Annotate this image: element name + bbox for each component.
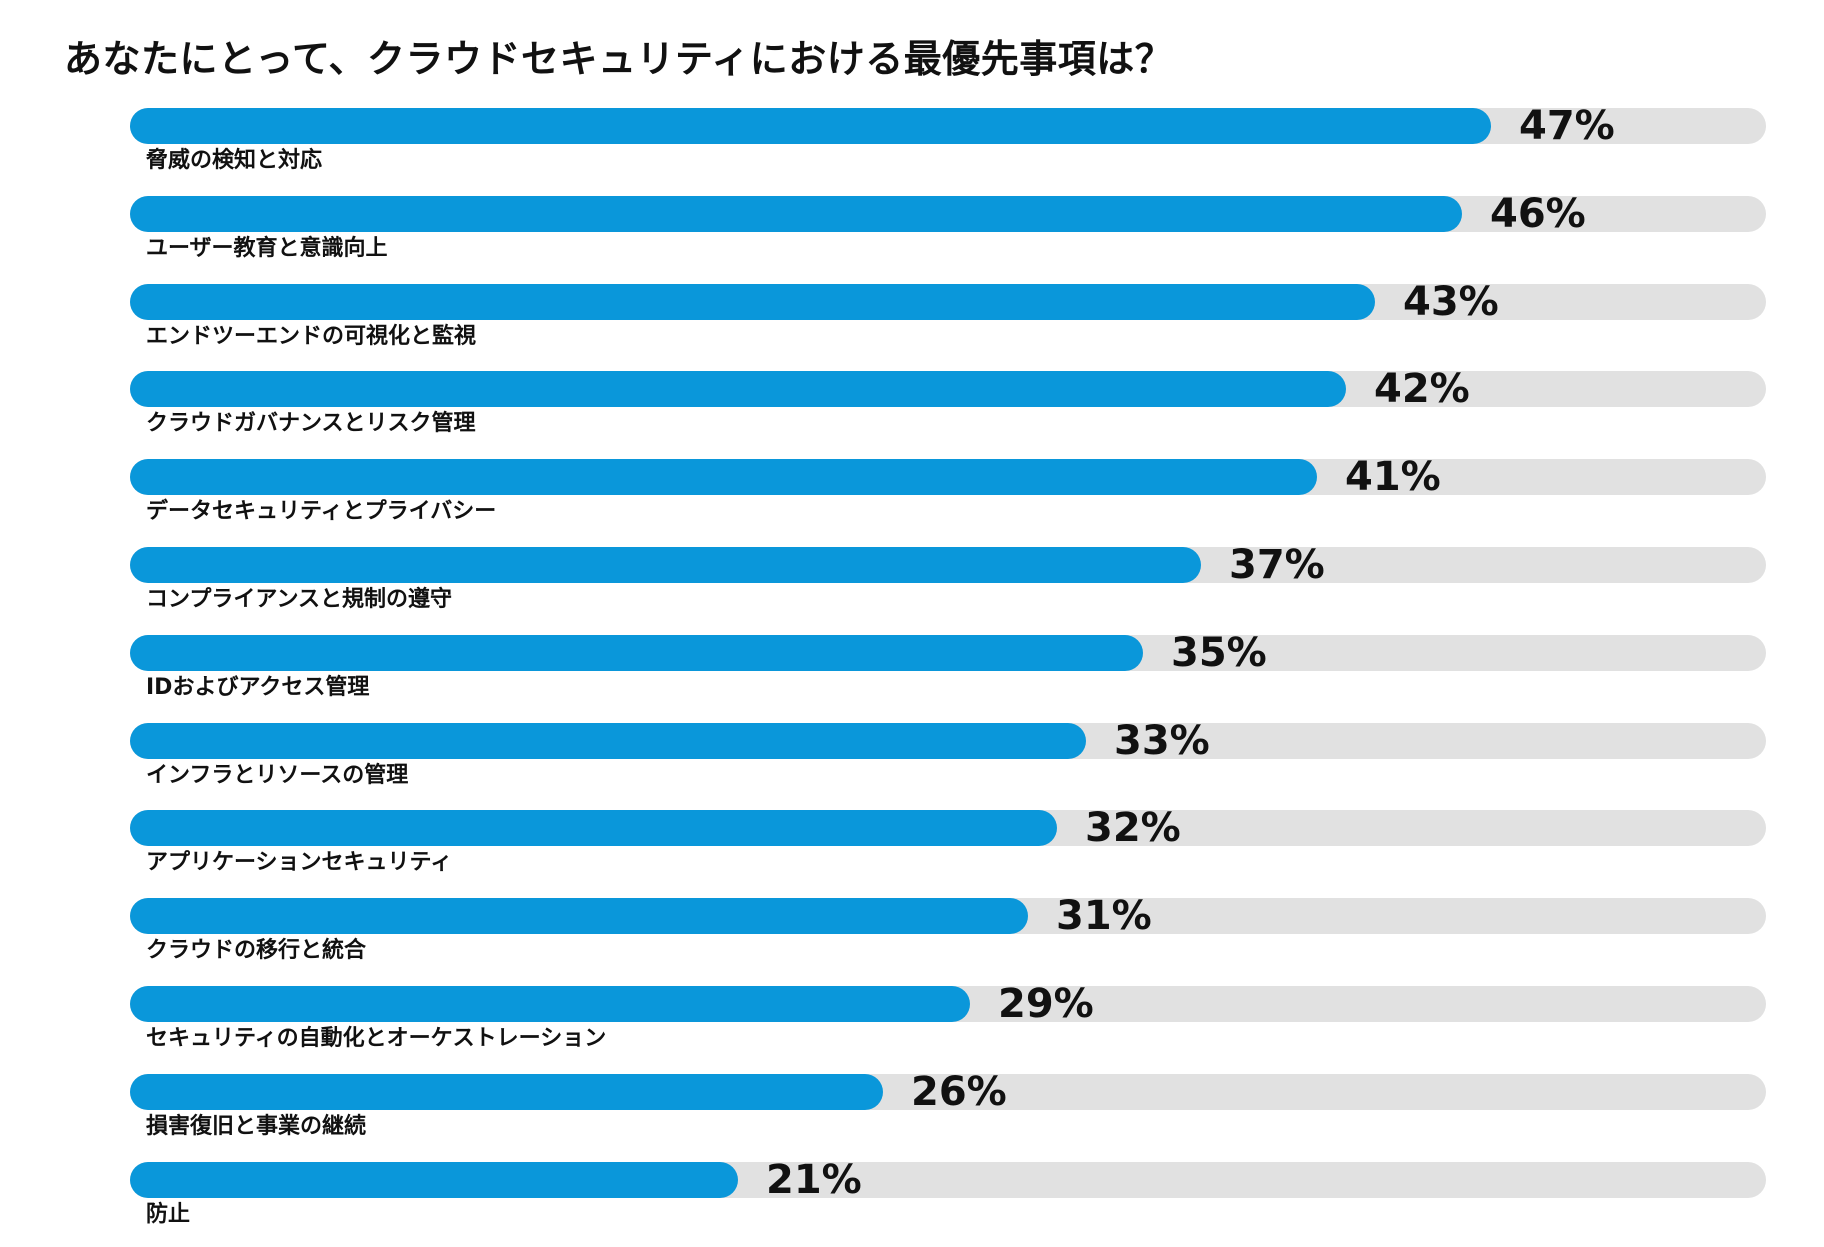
bar [130,284,1375,320]
bar-row: 33% インフラとリソースの管理 [0,719,1824,803]
bar-value-label: 35% [1171,630,1267,676]
bar-row: 42% クラウドガバナンスとリスク管理 [0,367,1824,451]
bar-row: 35% IDおよびアクセス管理 [0,631,1824,715]
bar [130,371,1346,407]
bar [130,196,1462,232]
category-label: ユーザー教育と意識向上 [146,236,388,261]
bar-row: 46% ユーザー教育と意識向上 [0,192,1824,276]
bar-row: 32% アプリケーションセキュリティ [0,806,1824,890]
bar [130,810,1057,846]
chart-title: あなたにとって、クラウドセキュリティにおける最優先事項は？ [64,37,1174,81]
bar-row: 21% 防止 [0,1158,1824,1242]
bar-row: 26% 損害復旧と事業の継続 [0,1070,1824,1154]
category-label: IDおよびアクセス管理 [146,675,370,700]
bar-value-label: 29% [998,981,1094,1027]
bar-row: 37% コンプライアンスと規制の遵守 [0,543,1824,627]
bar [130,1162,738,1198]
bar-value-label: 26% [911,1069,1007,1115]
category-label: コンプライアンスと規制の遵守 [146,587,453,612]
bar [130,986,970,1022]
category-label: 脅威の検知と対応 [146,148,323,173]
category-label: データセキュリティとプライバシー [146,499,497,524]
bar-value-label: 42% [1374,366,1470,412]
category-label: クラウドの移行と統合 [146,938,367,963]
category-label: アプリケーションセキュリティ [146,850,453,875]
bar-row: 47% 脅威の検知と対応 [0,104,1824,188]
bar [130,547,1201,583]
bar-value-label: 33% [1114,718,1210,764]
bar [130,898,1028,934]
bar-value-label: 32% [1085,805,1181,851]
category-label: 損害復旧と事業の継続 [146,1114,367,1139]
category-label: セキュリティの自動化とオーケストレーション [146,1026,607,1051]
category-label: インフラとリソースの管理 [146,763,409,788]
category-label: エンドツーエンドの可視化と監視 [146,324,477,349]
bar-value-label: 47% [1519,103,1615,149]
bar [130,635,1143,671]
category-label: 防止 [146,1202,191,1227]
bar-value-label: 46% [1490,191,1586,237]
bar [130,1074,883,1110]
bar [130,108,1491,144]
category-label: クラウドガバナンスとリスク管理 [146,411,476,436]
bar-row: 29% セキュリティの自動化とオーケストレーション [0,982,1824,1066]
bar-row: 41% データセキュリティとプライバシー [0,455,1824,539]
bar-value-label: 21% [766,1157,862,1203]
bar-row: 43% エンドツーエンドの可視化と監視 [0,280,1824,364]
bar [130,459,1317,495]
bar-value-label: 37% [1229,542,1325,588]
bar-value-label: 41% [1345,454,1441,500]
bar [130,723,1086,759]
bar-value-label: 43% [1403,279,1499,325]
bar-value-label: 31% [1056,893,1152,939]
bar-row: 31% クラウドの移行と統合 [0,894,1824,978]
